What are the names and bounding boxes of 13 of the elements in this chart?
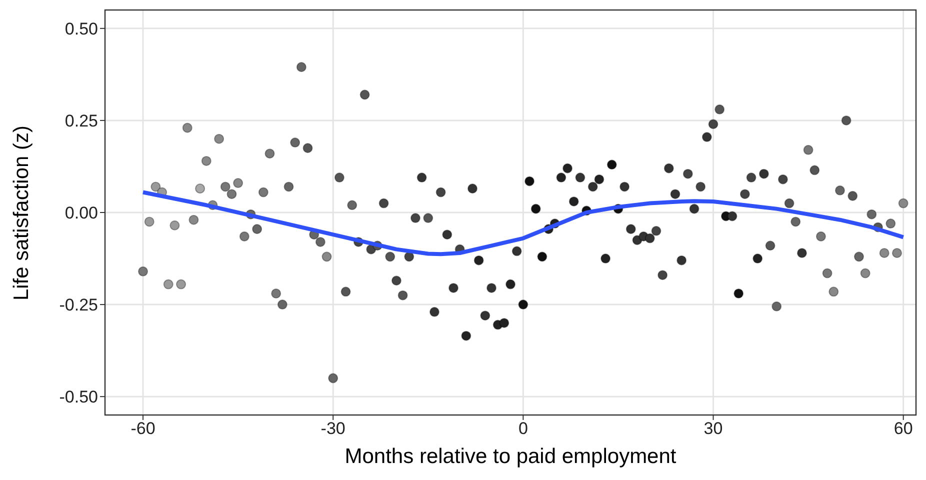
y-tick-label: 0.50 xyxy=(64,19,98,38)
x-axis-title: Months relative to paid employment xyxy=(344,444,678,470)
x-tick-label: -30 xyxy=(320,419,346,438)
line-series xyxy=(141,190,906,256)
y-tick-label: 0.00 xyxy=(64,204,98,223)
x-tick-label: 60 xyxy=(894,419,913,438)
x-tick-label: 30 xyxy=(704,419,723,438)
x-tick-label: -60 xyxy=(130,419,156,438)
x-tick-label: 0 xyxy=(518,419,528,438)
y-tick-label: -0.50 xyxy=(59,388,98,407)
y-tick-label: 0.25 xyxy=(64,111,98,130)
y-axis-title: Life satisfaction (z) xyxy=(9,125,34,301)
y-tick-label: -0.25 xyxy=(59,296,98,315)
